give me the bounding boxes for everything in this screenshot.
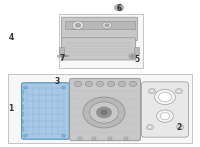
Circle shape xyxy=(23,134,27,137)
Bar xyxy=(65,21,135,29)
Circle shape xyxy=(157,110,173,122)
Circle shape xyxy=(117,6,121,9)
Bar xyxy=(108,137,112,140)
Bar xyxy=(59,47,64,54)
Circle shape xyxy=(131,55,134,57)
Bar xyxy=(134,47,139,54)
FancyBboxPatch shape xyxy=(141,82,189,137)
Circle shape xyxy=(101,110,107,115)
Circle shape xyxy=(129,81,137,86)
Circle shape xyxy=(75,23,81,27)
FancyBboxPatch shape xyxy=(61,17,138,41)
Circle shape xyxy=(150,90,154,92)
Circle shape xyxy=(83,97,125,128)
Text: 5: 5 xyxy=(134,55,140,64)
Circle shape xyxy=(23,86,27,89)
Bar xyxy=(22,127,24,131)
Text: 2: 2 xyxy=(176,123,182,132)
Circle shape xyxy=(90,102,118,123)
Circle shape xyxy=(115,4,123,11)
Circle shape xyxy=(62,86,66,89)
Circle shape xyxy=(176,125,184,130)
Circle shape xyxy=(148,88,156,94)
FancyBboxPatch shape xyxy=(70,78,140,141)
Bar xyxy=(22,112,24,116)
Text: 1: 1 xyxy=(8,103,14,113)
Circle shape xyxy=(96,107,112,118)
Bar xyxy=(22,90,24,94)
Bar xyxy=(59,14,143,68)
Circle shape xyxy=(155,89,175,105)
Text: 4: 4 xyxy=(8,33,14,42)
Circle shape xyxy=(129,54,136,59)
Circle shape xyxy=(177,90,181,92)
Bar xyxy=(22,98,24,101)
Circle shape xyxy=(160,113,170,120)
Circle shape xyxy=(105,24,109,27)
Circle shape xyxy=(62,134,66,137)
Circle shape xyxy=(178,126,182,128)
Circle shape xyxy=(74,81,82,86)
Circle shape xyxy=(159,92,171,102)
Circle shape xyxy=(96,81,104,86)
Circle shape xyxy=(57,55,61,57)
Circle shape xyxy=(103,22,111,29)
Bar xyxy=(22,120,24,123)
Circle shape xyxy=(72,21,84,29)
Circle shape xyxy=(146,125,154,130)
Bar xyxy=(124,137,128,140)
FancyBboxPatch shape xyxy=(61,38,136,60)
Circle shape xyxy=(85,81,93,86)
Text: 7: 7 xyxy=(59,54,65,63)
Bar xyxy=(92,137,96,140)
Bar xyxy=(8,74,192,143)
Circle shape xyxy=(148,126,152,128)
Text: 6: 6 xyxy=(116,4,122,13)
Circle shape xyxy=(118,81,126,86)
Circle shape xyxy=(107,81,115,86)
Circle shape xyxy=(175,88,183,94)
Bar xyxy=(22,105,24,109)
Text: 3: 3 xyxy=(54,77,60,86)
FancyBboxPatch shape xyxy=(22,83,69,139)
Bar xyxy=(78,137,82,140)
